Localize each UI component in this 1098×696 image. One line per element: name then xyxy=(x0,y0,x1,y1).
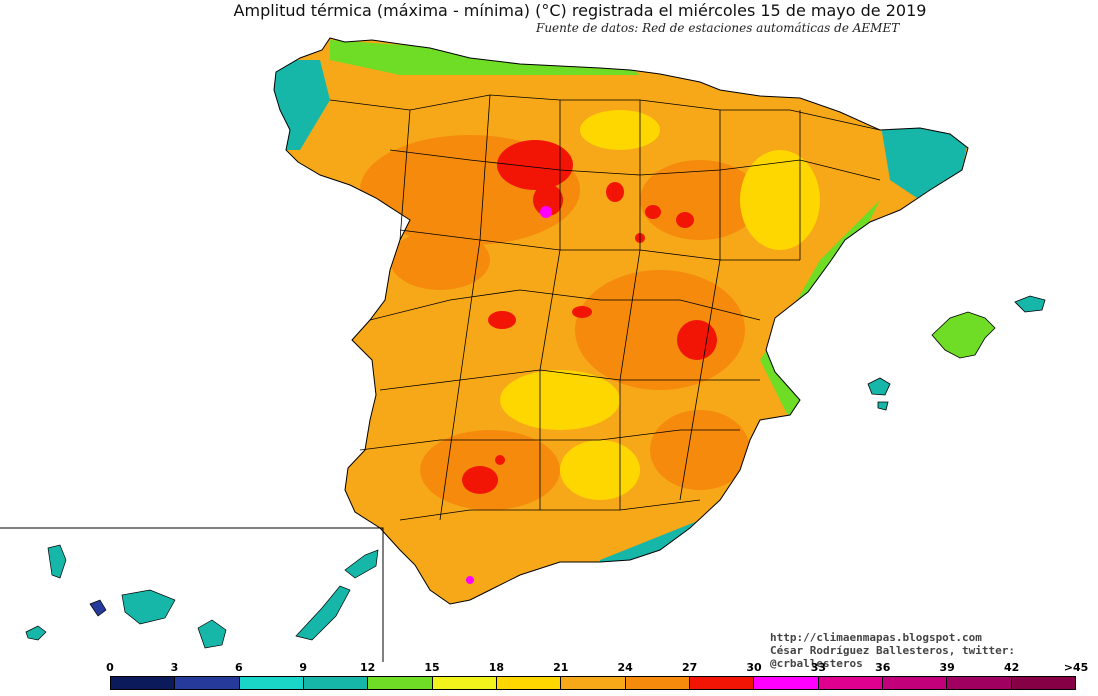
legend-tick-label: 18 xyxy=(488,661,505,674)
canary-inset xyxy=(0,527,384,662)
menorca xyxy=(1014,295,1046,313)
la-gomera xyxy=(89,599,107,617)
legend-tick-label: 0 xyxy=(106,661,114,674)
credit-blog: http://climaenmapas.blogspot.com xyxy=(770,631,982,644)
legend-swatch xyxy=(368,677,433,689)
zone-warm-aragon xyxy=(640,160,760,240)
legend-swatch xyxy=(496,677,562,689)
zone-hot-valle xyxy=(676,212,694,228)
legend-swatch xyxy=(303,677,369,689)
map-subtitle: Fuente de datos: Red de estaciones autom… xyxy=(536,21,900,35)
inset-frame xyxy=(0,527,384,662)
zone-hot-cordoba xyxy=(462,466,498,494)
legend-tick-label: 3 xyxy=(170,661,179,674)
zone-cool-cantabrian xyxy=(330,40,640,75)
zone-warm-extremadura xyxy=(390,230,490,290)
legend-tick-label: 24 xyxy=(617,661,633,674)
fuerteventura xyxy=(295,585,351,641)
zone-hot-cuenca xyxy=(677,320,717,360)
zone-cool-levante xyxy=(760,200,880,420)
legend-swatch xyxy=(175,677,240,689)
zone-extreme-spot xyxy=(540,206,552,218)
legend-swatch xyxy=(882,677,948,689)
legend-tick-label: >45 xyxy=(1063,661,1089,674)
legend-ticks: 0 3 6 9 12 15 18 21 24 27 30 33 36 39 42 >45 xyxy=(106,661,1088,675)
peninsula-outline xyxy=(273,37,969,605)
legend-tick-label: 30 xyxy=(746,661,762,674)
legend-swatch xyxy=(239,677,304,689)
zone-warm-la-mancha xyxy=(575,270,745,390)
ibiza xyxy=(867,377,891,396)
el-hierro xyxy=(25,625,47,641)
legend-swatch xyxy=(754,677,819,689)
zone-mild-jaen xyxy=(560,440,640,500)
legend-swatch xyxy=(1011,677,1075,689)
la-palma xyxy=(47,544,67,579)
legend-swatch xyxy=(947,677,1012,689)
legend-swatch xyxy=(625,677,690,689)
legend-swatch xyxy=(689,677,755,689)
zone-hot-teruel xyxy=(606,182,624,202)
formentera xyxy=(877,401,889,411)
zone-mild-meseta xyxy=(500,370,620,430)
legend-tick-label: 27 xyxy=(681,661,698,674)
province-borders xyxy=(329,94,881,521)
zone-hot-soria xyxy=(533,184,563,216)
legend-colorbar xyxy=(110,676,1076,690)
legend-swatch xyxy=(111,677,176,689)
legend-tick-label: 36 xyxy=(875,661,891,674)
legend-tick-label: 33 xyxy=(810,661,827,674)
zone-hot-zaragoza xyxy=(645,205,661,219)
balearic-islands xyxy=(867,295,1046,411)
legend-tick-label: 15 xyxy=(424,661,440,674)
legend-swatch xyxy=(561,677,626,689)
zone-mild-east xyxy=(740,150,820,250)
zone-hot-toledo xyxy=(488,311,516,329)
zone-hot-spot xyxy=(495,455,505,465)
legend-swatch xyxy=(818,677,883,689)
map-title: Amplitud térmica (máxima - mínima) (°C) … xyxy=(233,1,927,20)
legend-tick-label: 39 xyxy=(939,661,955,674)
legend-swatch xyxy=(432,677,497,689)
mallorca xyxy=(931,311,996,359)
lanzarote xyxy=(344,549,379,579)
legend-tick-label: 9 xyxy=(299,661,308,674)
legend-tick-label: 21 xyxy=(553,661,569,674)
zone-hot-madrid xyxy=(572,306,592,318)
credit-author: César Rodríguez Ballesteros, twitter: @c… xyxy=(770,644,1016,670)
zone-hot-burgos xyxy=(497,140,573,190)
gran-canaria xyxy=(197,619,227,649)
legend-tick-label: 6 xyxy=(234,661,243,674)
legend-tick-label: 12 xyxy=(359,661,376,674)
zone-mild-north xyxy=(580,110,660,150)
zone-extreme-spot xyxy=(466,576,474,584)
tenerife xyxy=(121,589,176,625)
legend-tick-label: 42 xyxy=(1003,661,1020,674)
peninsula-land xyxy=(273,37,969,605)
